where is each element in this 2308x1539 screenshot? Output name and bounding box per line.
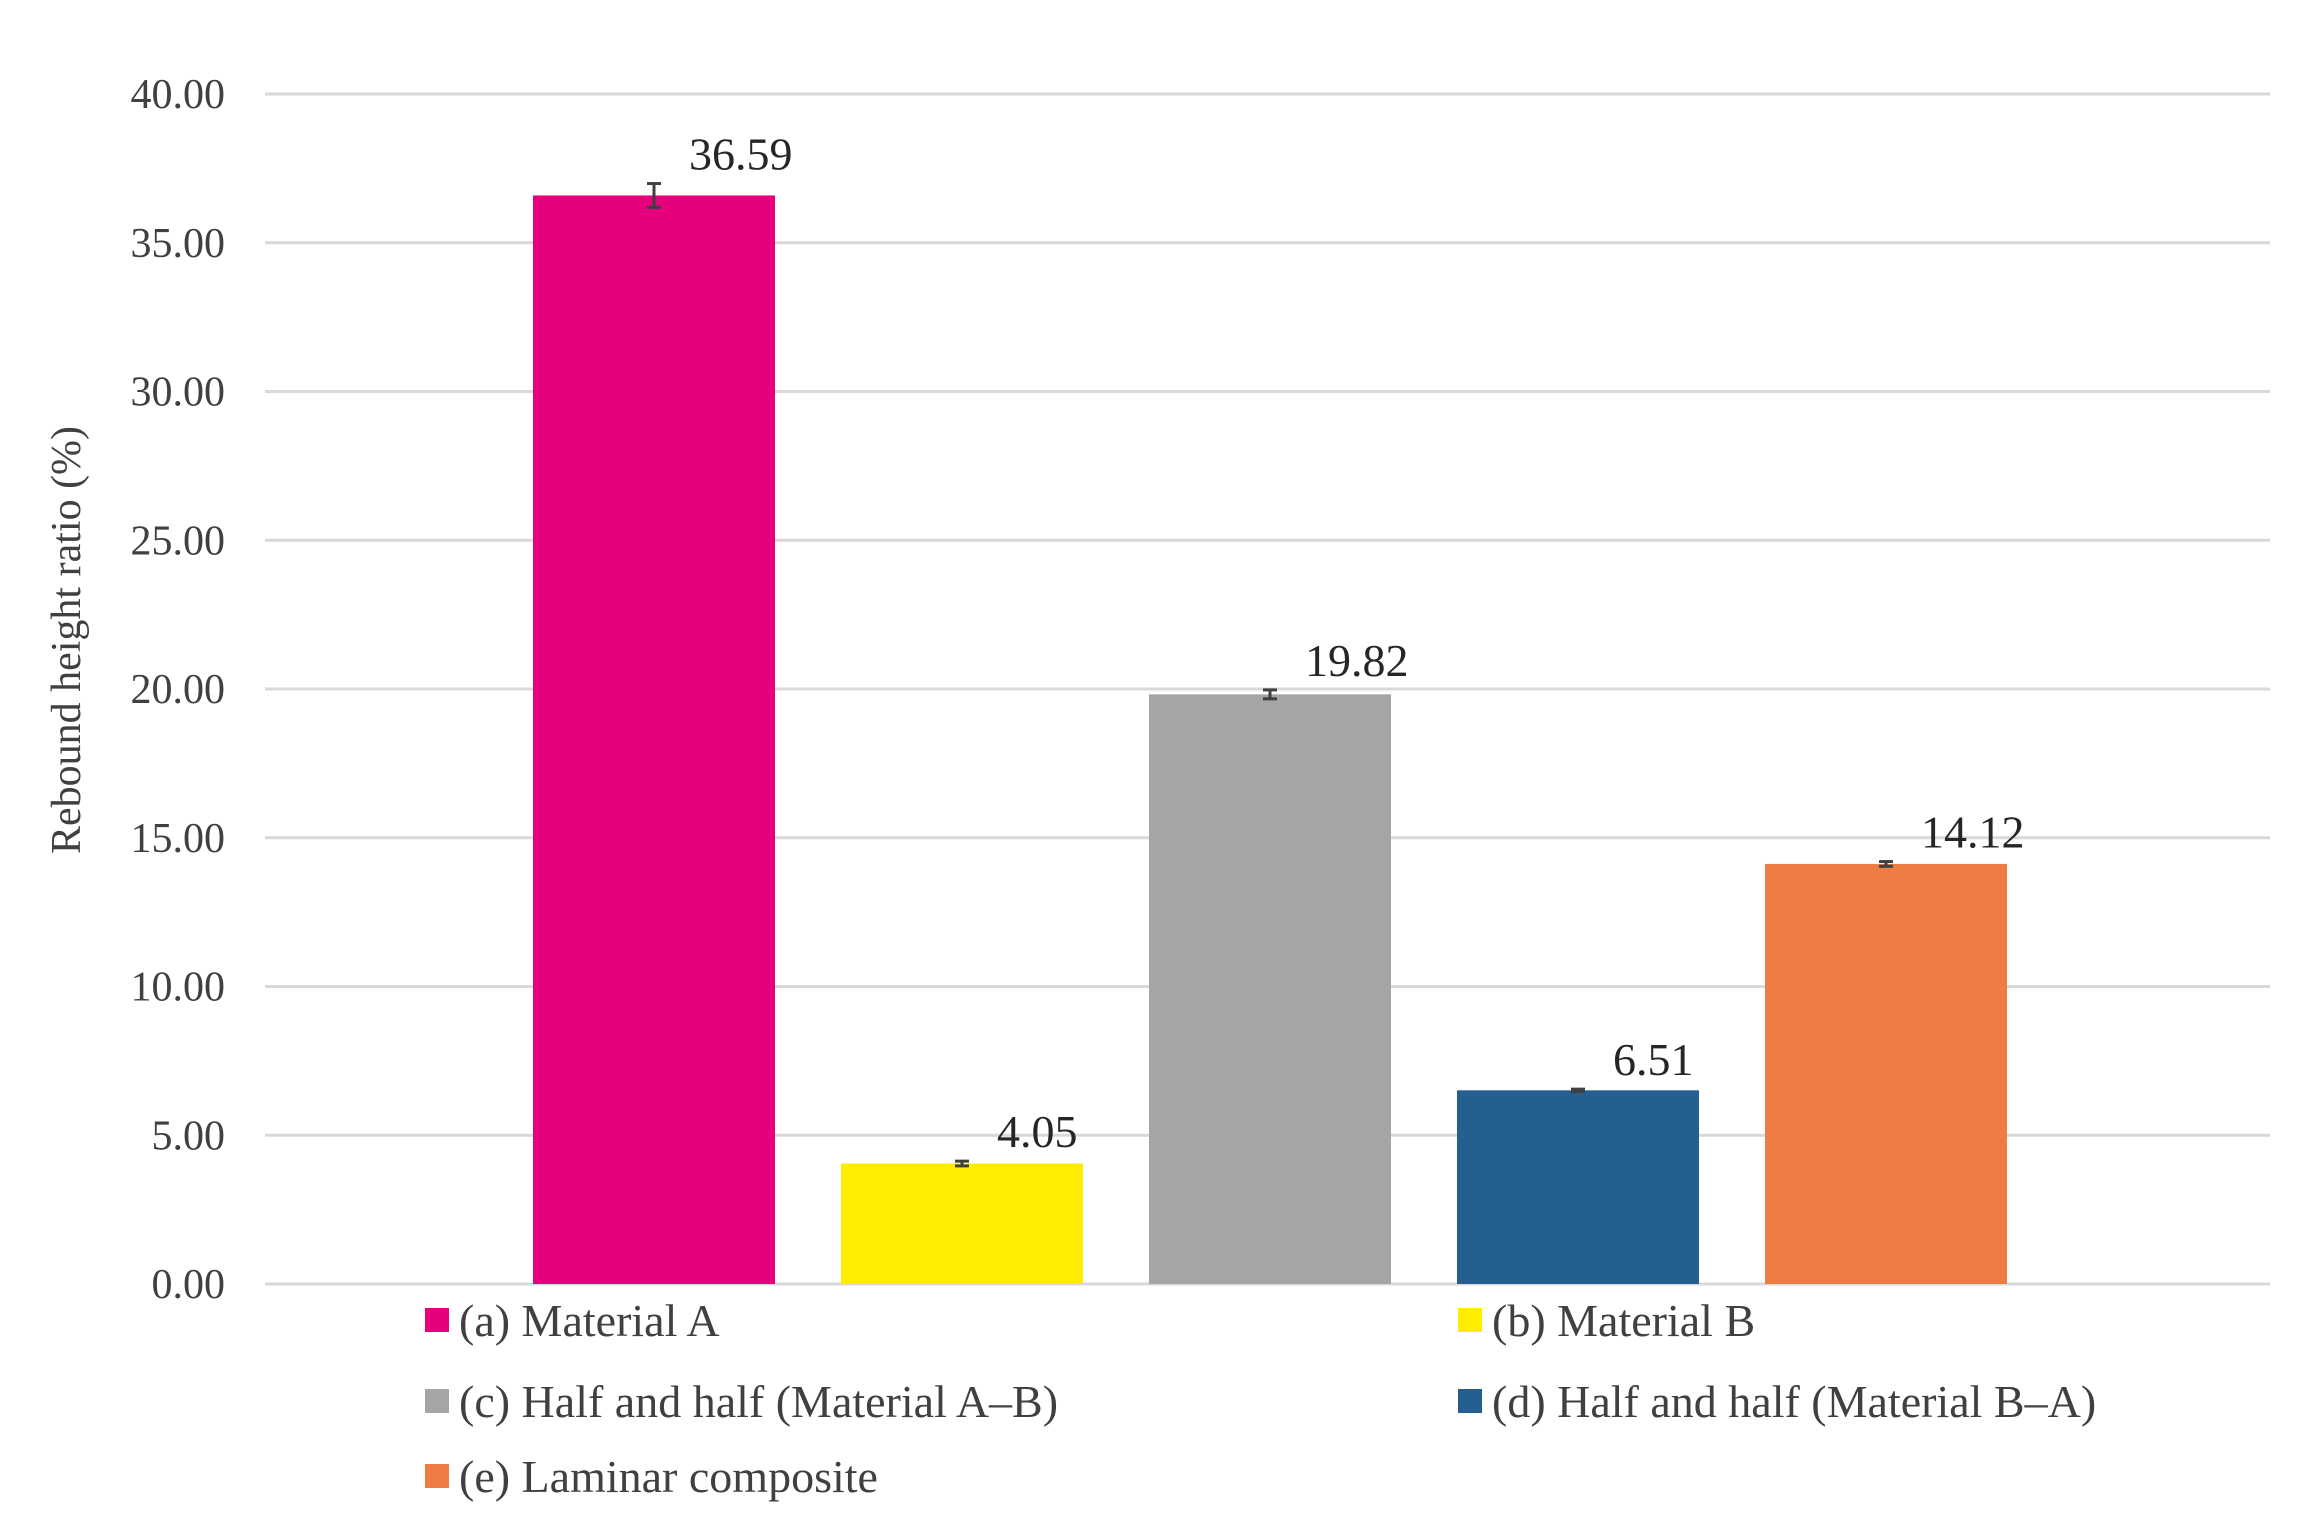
bar — [533, 195, 775, 1284]
error-bars — [647, 182, 1893, 1168]
legend-swatch — [425, 1389, 449, 1413]
legend-item: (d) Half and half (Material B–A) — [1458, 1376, 2096, 1427]
y-tick-label: 20.00 — [131, 667, 226, 713]
legend-swatch — [1458, 1389, 1482, 1413]
legend-item: (c) Half and half (Material A–B) — [425, 1376, 1058, 1427]
error-bar — [1879, 860, 1893, 868]
legend-item: (a) Material A — [425, 1295, 720, 1346]
bars — [533, 195, 2007, 1284]
y-tick-label: 0.00 — [152, 1262, 226, 1308]
legend-label: (d) Half and half (Material B–A) — [1492, 1376, 2096, 1427]
y-tick-label: 30.00 — [131, 370, 226, 416]
error-bar — [1263, 688, 1277, 701]
legend-item: (e) Laminar composite — [425, 1451, 878, 1502]
bar — [1765, 863, 2007, 1284]
legend-swatch — [425, 1464, 449, 1488]
data-label: 4.05 — [997, 1106, 1078, 1157]
y-tick-label: 10.00 — [131, 965, 226, 1011]
legend-swatch — [1458, 1308, 1482, 1332]
legend-label: (c) Half and half (Material A–B) — [459, 1376, 1058, 1427]
bar — [1149, 694, 1391, 1284]
data-labels: 36.59 4.05 19.82 6.51 14.12 — [689, 129, 2025, 1158]
y-tick-label: 5.00 — [152, 1113, 226, 1159]
data-label: 6.51 — [1613, 1034, 1694, 1085]
y-tick-label: 25.00 — [131, 518, 226, 564]
bar — [1457, 1090, 1699, 1284]
y-axis-title: Rebound height ratio (%) — [44, 426, 90, 854]
legend-label: (b) Material B — [1492, 1295, 1755, 1346]
legend-item: (b) Material B — [1458, 1295, 1755, 1346]
bar — [841, 1163, 1083, 1284]
data-label: 14.12 — [1921, 807, 2025, 858]
y-tick-label: 40.00 — [131, 72, 226, 118]
data-label: 36.59 — [689, 129, 793, 180]
error-bar — [1571, 1087, 1585, 1094]
y-tick-label: 15.00 — [131, 816, 226, 862]
legend-label: (a) Material A — [459, 1295, 720, 1346]
legend: (a) Material A (b) Material B (c) Half and… — [425, 1295, 2096, 1502]
y-axis-ticks: 0.00 5.00 10.00 15.00 20.00 25.00 30.00 35.00 40… — [131, 72, 226, 1308]
error-bar — [647, 182, 661, 209]
data-label: 19.82 — [1305, 635, 1409, 686]
legend-label: (e) Laminar composite — [459, 1451, 878, 1502]
legend-swatch — [425, 1308, 449, 1332]
y-tick-label: 35.00 — [131, 221, 226, 267]
error-bar — [955, 1159, 969, 1168]
